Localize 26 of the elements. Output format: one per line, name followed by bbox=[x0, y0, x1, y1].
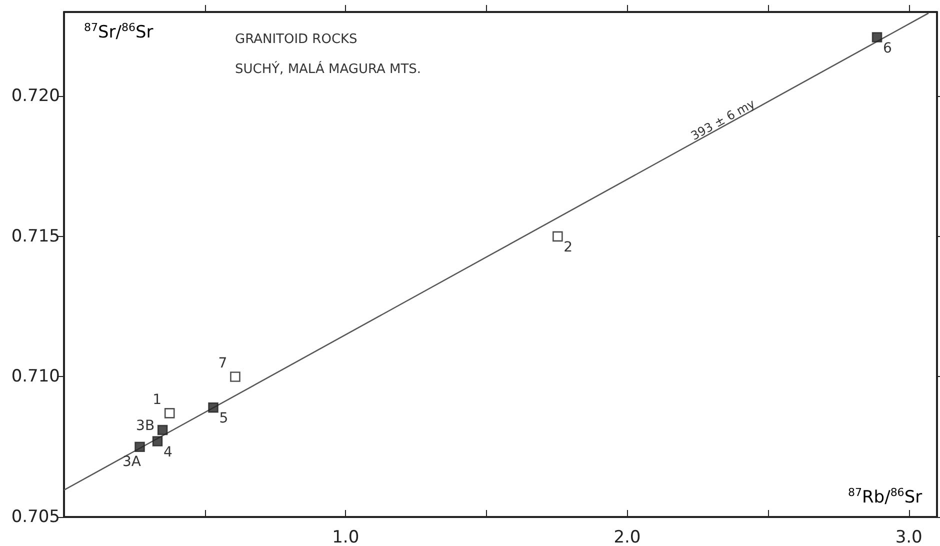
text: GRANITOID ROCKS bbox=[235, 32, 358, 47]
annotation: 393 ± 6 my bbox=[688, 96, 758, 144]
y-tick-label: 0.705 bbox=[11, 507, 60, 527]
point bbox=[208, 402, 218, 413]
text: SUCHÝ, MALÁ MAGURA MTS. bbox=[235, 60, 422, 77]
annotation: 3A bbox=[122, 454, 142, 470]
y-tick-label: 0.715 bbox=[11, 226, 60, 246]
annotation: 5 bbox=[219, 410, 228, 427]
point bbox=[152, 436, 163, 446]
point bbox=[134, 442, 145, 452]
x-tick-label: 3.0 bbox=[895, 528, 922, 546]
y-tick-label: 0.710 bbox=[11, 366, 60, 387]
y-tick-label: 0.720 bbox=[11, 86, 60, 106]
point bbox=[552, 231, 563, 242]
annotation: 3B bbox=[136, 418, 155, 434]
annotation: 7 bbox=[218, 356, 228, 372]
annotation: 4 bbox=[163, 444, 172, 460]
x-tick-label: 1.0 bbox=[332, 528, 360, 546]
point bbox=[230, 372, 240, 382]
point bbox=[872, 32, 882, 42]
x-tick-label: 2.0 bbox=[614, 528, 641, 546]
point bbox=[164, 408, 175, 418]
point bbox=[157, 424, 168, 436]
annotation: 2 bbox=[564, 239, 573, 256]
annotation: 1 bbox=[152, 392, 162, 408]
annotation: 6 bbox=[883, 40, 892, 56]
